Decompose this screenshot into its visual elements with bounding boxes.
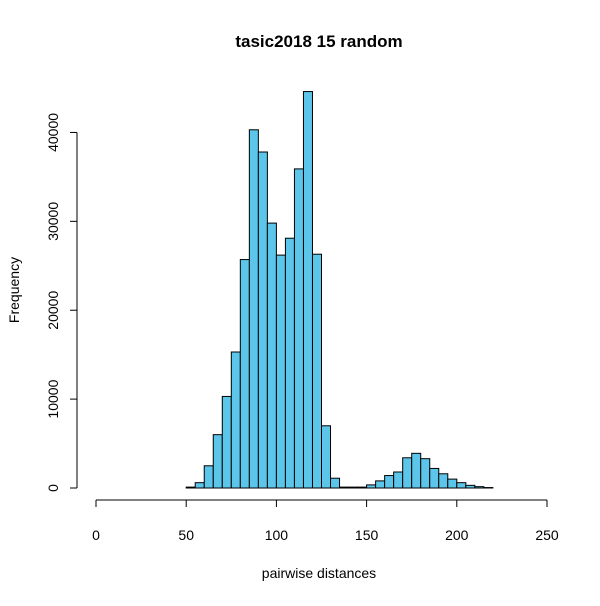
histogram-bar <box>213 435 222 488</box>
histogram-bar <box>303 92 312 488</box>
histogram-bar <box>403 458 412 488</box>
y-tick-label: 0 <box>45 484 61 492</box>
bars-group <box>186 92 493 488</box>
histogram-bar <box>439 474 448 488</box>
histogram-bar <box>448 479 457 488</box>
x-axis-label: pairwise distances <box>262 565 376 581</box>
histogram-bar <box>204 466 213 488</box>
histogram-bar <box>475 487 484 488</box>
histogram-bar <box>240 260 249 488</box>
y-axis: 0 10000 20000 30000 40000 <box>45 113 77 492</box>
x-tick-label: 200 <box>445 527 469 543</box>
histogram-bar <box>312 254 321 488</box>
y-tick-label: 40000 <box>45 113 61 152</box>
histogram-bar <box>430 468 439 488</box>
y-tick-label: 10000 <box>45 379 61 418</box>
x-tick-label: 150 <box>355 527 379 543</box>
histogram-bar <box>349 487 358 488</box>
histogram-bar <box>267 223 276 488</box>
histogram-bar <box>222 396 231 488</box>
histogram-bar <box>276 255 285 488</box>
histogram-bar <box>322 426 331 488</box>
chart-title: tasic2018 15 random <box>235 32 402 51</box>
histogram-bar <box>294 169 303 488</box>
x-tick-label: 100 <box>265 527 289 543</box>
y-tick-label: 20000 <box>45 291 61 330</box>
y-tick-label: 30000 <box>45 202 61 241</box>
histogram-bar <box>195 483 204 488</box>
histogram-bar <box>258 152 267 488</box>
histogram-bar <box>231 352 240 488</box>
histogram-bar <box>412 453 421 488</box>
histogram-bar <box>394 472 403 488</box>
histogram-bar <box>340 487 349 488</box>
histogram-bar <box>331 478 340 488</box>
histogram-bar <box>376 481 385 488</box>
histogram-bar <box>249 130 258 488</box>
x-tick-label: 250 <box>535 527 559 543</box>
x-tick-label: 0 <box>92 527 100 543</box>
x-axis: 0 50 100 150 200 250 <box>92 500 559 543</box>
histogram-bar <box>466 485 475 488</box>
histogram-bar <box>367 485 376 488</box>
histogram-bar <box>285 238 294 488</box>
x-tick-label: 50 <box>178 527 194 543</box>
histogram-bar <box>385 476 394 488</box>
histogram-bar <box>457 483 466 488</box>
y-axis-label: Frequency <box>6 257 22 323</box>
histogram-bar <box>358 487 367 488</box>
histogram-bar <box>421 459 430 488</box>
histogram-bar <box>186 487 195 488</box>
